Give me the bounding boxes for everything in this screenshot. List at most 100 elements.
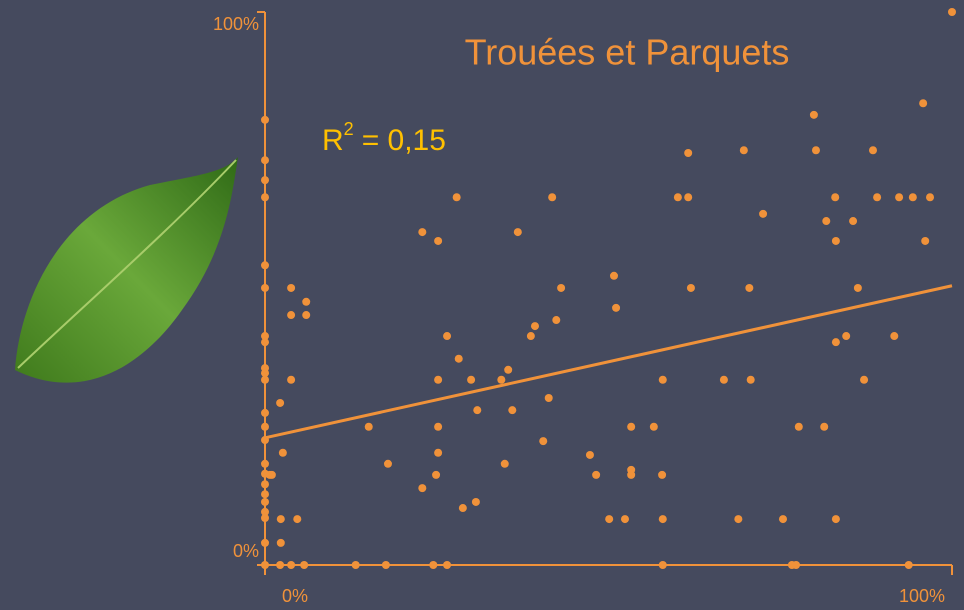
point [261,497,269,506]
point [684,193,693,202]
point [539,437,548,446]
point [919,99,928,108]
point [276,561,285,569]
point [261,369,269,378]
point [261,561,269,569]
point [261,375,269,384]
point [627,470,636,479]
annotation: R2 = 0,15 [322,119,446,157]
point [778,515,787,524]
point [471,497,480,506]
point [849,217,858,226]
point [658,375,667,384]
point [383,459,392,468]
point [434,422,443,431]
point [300,561,309,569]
point [443,332,452,341]
point [513,228,522,237]
point [548,193,557,202]
point [261,261,269,270]
trendline [264,284,953,440]
point [853,283,862,292]
point [811,146,820,155]
annotation-text: R [322,124,344,157]
leaf [15,157,238,383]
point [759,209,768,218]
point [261,480,269,489]
point [261,176,269,185]
point [278,448,287,457]
point [822,217,831,226]
point [592,470,601,479]
point [831,515,840,524]
point [261,283,269,292]
point [381,561,390,569]
point [458,504,467,513]
point [267,470,276,479]
point [908,193,917,202]
point [792,561,801,569]
point [809,110,818,119]
point [443,561,452,569]
point [658,470,667,479]
point [609,271,618,280]
point [948,8,956,16]
point [860,375,869,384]
point [500,459,509,468]
point [904,561,913,569]
point [530,322,539,331]
point [261,507,269,516]
point [418,484,427,493]
point [890,332,899,341]
point [921,236,930,245]
point [842,332,851,341]
point [620,515,629,524]
point [658,515,667,524]
point [526,332,535,341]
point [673,193,682,202]
point [287,375,296,384]
point [544,393,553,402]
chart-title: Trouées et Parquets [465,32,790,73]
point [364,422,373,431]
point [868,146,877,155]
point [473,406,482,415]
point [287,283,296,292]
point [831,193,840,202]
point [658,561,667,569]
point [605,515,614,524]
point [302,311,311,320]
point [895,193,904,202]
point [745,283,754,292]
point [261,115,269,124]
y-tick-label: 0% [233,541,259,561]
point [287,311,296,320]
x-tick-label: 0% [282,586,308,606]
point [734,515,743,524]
point [649,422,658,431]
point [276,538,285,547]
point [261,538,269,547]
point [287,561,296,569]
point [276,398,285,407]
point [627,422,636,431]
point [467,375,476,384]
point [504,365,513,374]
x-tick-label: 100% [899,586,945,606]
point [261,490,269,499]
point [434,375,443,384]
point [454,354,463,363]
point [261,459,269,468]
point [302,297,311,306]
point [831,236,840,245]
point [794,422,803,431]
point [434,236,443,245]
point [261,513,269,522]
point [585,450,594,459]
point [429,561,438,569]
point [351,561,360,569]
annotation-rest: = 0,15 [362,124,446,157]
point [261,408,269,417]
point [432,470,441,479]
